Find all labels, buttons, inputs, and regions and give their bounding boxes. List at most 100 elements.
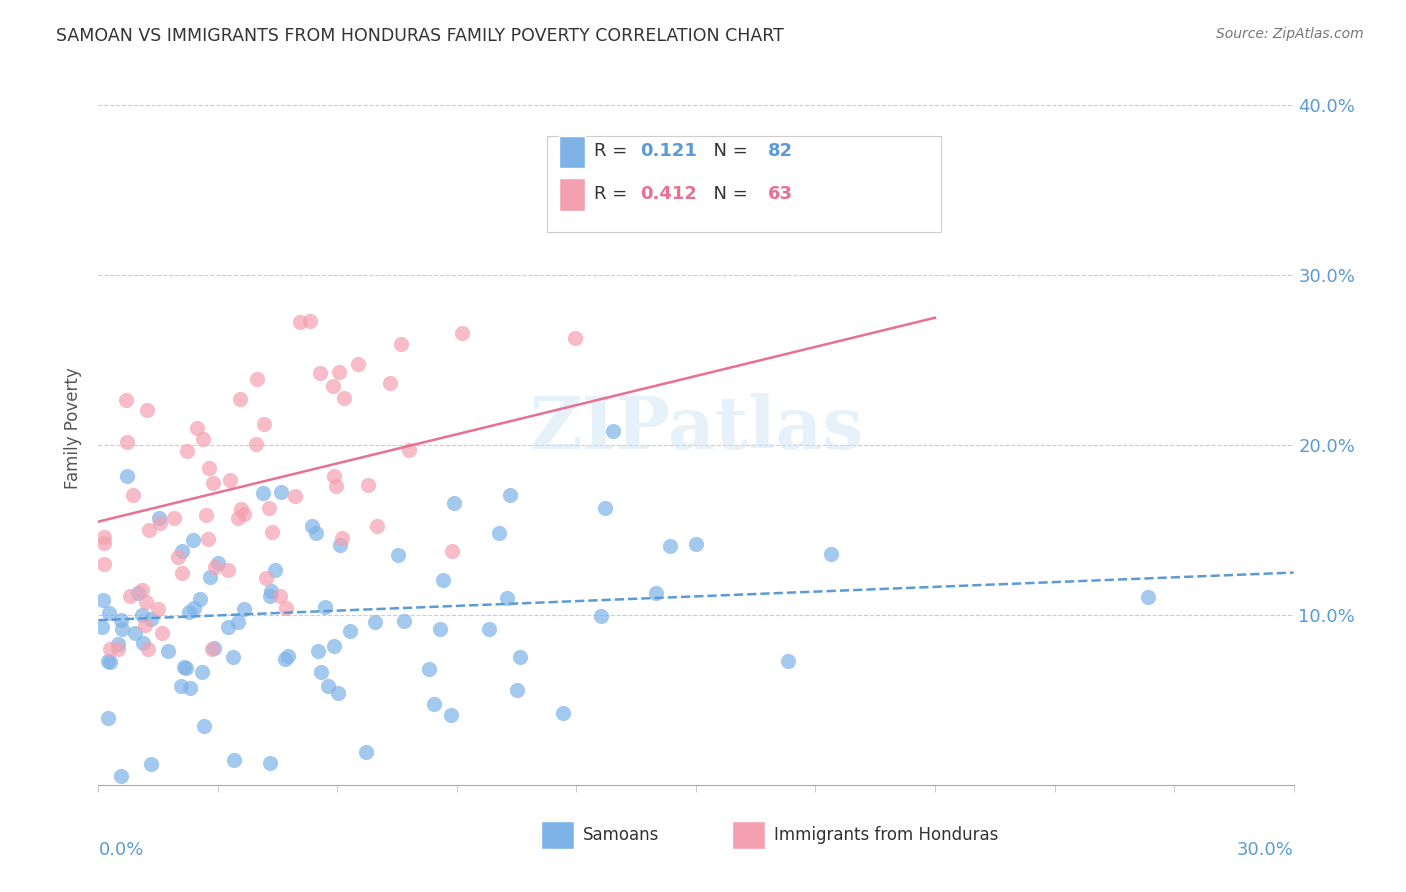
Text: 63: 63 xyxy=(768,186,793,203)
Point xyxy=(218,473,240,487)
Point xyxy=(441,544,464,558)
Point xyxy=(202,641,225,656)
Point xyxy=(305,525,328,540)
Point xyxy=(339,624,361,638)
Point xyxy=(1137,591,1160,605)
Point xyxy=(450,326,472,340)
Point xyxy=(820,547,842,561)
Point xyxy=(124,626,146,640)
Point xyxy=(131,636,153,650)
Point xyxy=(591,609,613,624)
Point xyxy=(284,489,307,503)
FancyBboxPatch shape xyxy=(547,136,941,232)
Point xyxy=(117,469,139,483)
Point xyxy=(274,652,297,666)
Point xyxy=(298,314,321,328)
Point xyxy=(93,557,115,571)
Point xyxy=(231,502,253,516)
Point xyxy=(309,665,332,679)
Point xyxy=(602,425,624,439)
Point xyxy=(322,639,344,653)
Point xyxy=(193,719,215,733)
Point xyxy=(488,526,510,541)
Point xyxy=(269,590,291,604)
Point xyxy=(170,680,193,694)
Text: ZIPatlas: ZIPatlas xyxy=(529,392,863,464)
Text: Immigrants from Honduras: Immigrants from Honduras xyxy=(773,826,998,844)
Text: R =: R = xyxy=(595,186,633,203)
Point xyxy=(167,550,190,565)
Point xyxy=(277,649,299,664)
Point xyxy=(378,376,401,390)
Point xyxy=(111,622,134,636)
Point xyxy=(179,681,201,695)
Point xyxy=(172,544,194,558)
Point xyxy=(226,615,249,630)
Point xyxy=(329,538,352,552)
Point xyxy=(564,331,586,345)
Text: Samoans: Samoans xyxy=(582,826,659,844)
Point xyxy=(262,524,284,539)
Point xyxy=(186,421,208,435)
Point xyxy=(118,589,141,603)
Point xyxy=(259,583,281,598)
Point xyxy=(98,656,121,670)
Point xyxy=(110,769,132,783)
Bar xyxy=(733,821,765,849)
Point xyxy=(198,569,221,583)
Point xyxy=(173,660,195,674)
Point xyxy=(93,530,115,544)
Point xyxy=(259,756,281,771)
Point xyxy=(505,683,527,698)
Point xyxy=(389,337,412,351)
Point xyxy=(398,442,420,457)
Point xyxy=(141,756,163,771)
Point xyxy=(226,511,249,525)
Point xyxy=(114,393,136,408)
Point xyxy=(387,548,409,562)
Point xyxy=(685,536,707,550)
Point xyxy=(98,642,121,657)
Point xyxy=(177,605,200,619)
Point xyxy=(148,516,170,530)
Point xyxy=(364,615,387,630)
Point xyxy=(478,623,501,637)
Point xyxy=(172,566,194,580)
Point xyxy=(440,708,463,723)
Text: Source: ZipAtlas.com: Source: ZipAtlas.com xyxy=(1216,27,1364,41)
Point xyxy=(191,665,214,680)
Point xyxy=(217,563,239,577)
Point xyxy=(245,437,267,451)
Bar xyxy=(541,821,574,849)
Point xyxy=(163,511,186,525)
Point xyxy=(259,589,281,603)
Point xyxy=(423,697,446,711)
Point xyxy=(356,746,378,760)
Point xyxy=(259,501,281,516)
Point xyxy=(107,637,129,651)
Point xyxy=(136,642,159,657)
Point xyxy=(322,469,344,483)
Point xyxy=(644,586,666,600)
Text: 30.0%: 30.0% xyxy=(1237,841,1294,859)
Point xyxy=(659,539,682,553)
Point xyxy=(131,607,153,622)
Point xyxy=(314,599,336,614)
Point xyxy=(429,622,451,636)
Point xyxy=(232,507,254,521)
Point xyxy=(135,595,157,609)
Point xyxy=(146,602,169,616)
Point xyxy=(93,536,115,550)
Point xyxy=(322,378,344,392)
Point xyxy=(270,484,292,499)
Point xyxy=(183,601,205,615)
Point xyxy=(107,642,129,657)
Point xyxy=(174,660,197,674)
Point xyxy=(274,601,297,615)
Point xyxy=(246,372,269,386)
Point xyxy=(496,591,519,606)
Point xyxy=(307,644,329,658)
Point xyxy=(131,582,153,597)
Bar xyxy=(558,136,585,168)
Point xyxy=(156,644,179,658)
